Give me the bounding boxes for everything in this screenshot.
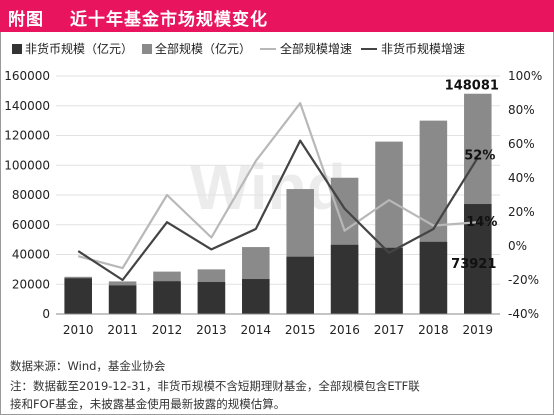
- bar-nonmoney-2012: [153, 281, 181, 314]
- y-left-tick-label: 140000: [4, 99, 50, 113]
- y-right-tick-label: 20%: [508, 205, 535, 219]
- y-left-tick-label: 40000: [12, 248, 50, 262]
- y-left-tick-label: 0: [42, 307, 50, 321]
- legend-item: 非货币规模增速: [361, 40, 465, 57]
- bar-nonmoney-2014: [242, 279, 270, 314]
- legend-label: 非货币规模（亿元）: [25, 42, 134, 56]
- bar-nonmoney-2016: [330, 244, 359, 314]
- legend-label: 全部规模增速: [280, 42, 353, 56]
- y-right-tick-label: 40%: [508, 171, 535, 185]
- legend-line-marker: [361, 48, 378, 50]
- legend-item: 全部规模增速: [260, 40, 352, 57]
- legend-line-marker: [260, 48, 277, 50]
- chart-plot: 0 20000 40000 60000 80000 100000 120000 140000 1…: [4, 69, 542, 337]
- y-left-tick-label: 100000: [4, 158, 50, 172]
- watermark-logo: Wind: [190, 151, 346, 223]
- x-tick-label: 2018: [418, 323, 449, 337]
- bar-nonmoney-2018: [419, 241, 448, 314]
- x-tick-label: 2016: [329, 323, 360, 337]
- data-label-nonmoney-2019: 73921: [451, 257, 496, 272]
- y-left-tick-label: 80000: [12, 188, 50, 202]
- x-tick-label: 2012: [152, 323, 183, 337]
- chart-title: 近十年基金市场规模变化: [70, 10, 268, 30]
- bar-nonmoney-2015: [286, 256, 314, 314]
- legend-label: 全部规模（亿元）: [155, 42, 252, 56]
- data-label-nonmoney-growth-2019: 52%: [464, 149, 495, 164]
- legend-swatch: [142, 44, 153, 54]
- y-right-tick-label: -20%: [508, 273, 539, 287]
- y-right-tick-label: 80%: [508, 103, 535, 117]
- x-tick-label: 2014: [241, 323, 272, 337]
- y-right-tick-label: 0%: [508, 239, 527, 253]
- bar-nonmoney-2010: [64, 278, 92, 314]
- x-tick-label: 2017: [374, 323, 405, 337]
- y-left-tick-label: 160000: [4, 69, 50, 83]
- x-tick-label: 2013: [196, 323, 227, 337]
- legend-swatch: [12, 44, 22, 54]
- bar-nonmoney-2013: [197, 282, 226, 314]
- data-label-total-growth-2019: 14%: [466, 215, 497, 230]
- y-right-tick-label: 100%: [508, 69, 542, 83]
- figure-tag: 附图: [8, 10, 44, 30]
- x-tick-label: 2011: [107, 323, 138, 337]
- line-total-growth: [77, 102, 478, 270]
- legend-item: 非货币规模（亿元）: [12, 40, 133, 57]
- y-right-tick-label: 60%: [508, 137, 535, 151]
- chart-legend: 非货币规模（亿元） 全部规模（亿元） 全部规模增速 非货币规模增速: [12, 40, 474, 57]
- y-right-tick-label: -40%: [508, 307, 539, 321]
- footnote-line-2: 接和FOF基金，未披露基金使用最新披露的规模估算。: [10, 397, 286, 411]
- title-bar: 附图 近十年基金市场规模变化: [0, 0, 554, 32]
- data-label-total-2019: 148081: [445, 79, 499, 94]
- x-tick-label: 2019: [463, 323, 494, 337]
- line-nonmoney-growth: [77, 139, 479, 282]
- bar-nonmoney-2011: [108, 285, 137, 314]
- y-left-tick-label: 60000: [12, 218, 50, 232]
- y-left-tick-label: 120000: [4, 129, 50, 143]
- y-left-tick-label: 20000: [12, 277, 50, 291]
- legend-label: 非货币规模增速: [381, 42, 466, 56]
- footnote-line-1: 注：数据截至2019-12-31，非货币规模不含短期理财基金，全部规模包含ETF…: [10, 379, 420, 393]
- x-tick-label: 2015: [285, 323, 316, 337]
- legend-item: 全部规模（亿元）: [142, 40, 251, 57]
- bar-nonmoney-2017: [375, 247, 403, 314]
- x-tick-label: 2010: [63, 323, 94, 337]
- data-source: 数据来源：Wind，基金业协会: [10, 359, 166, 373]
